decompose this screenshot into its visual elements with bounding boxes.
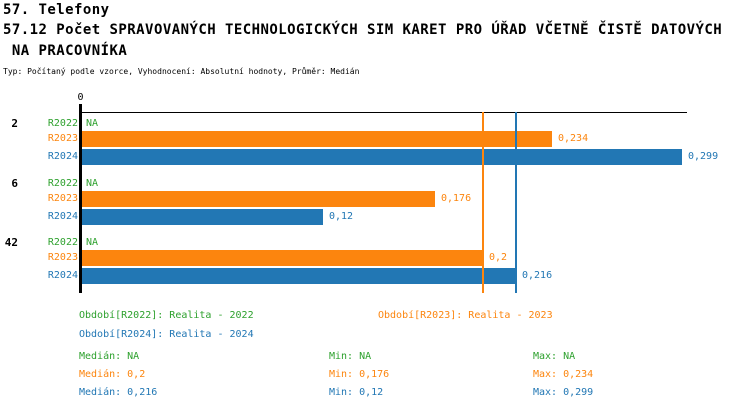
- bar-value-label: 0,12: [329, 210, 354, 222]
- y-axis-line: [79, 104, 82, 293]
- series-label: R2024: [47, 210, 78, 222]
- group-label: 6: [11, 176, 18, 190]
- stat-max-r2023: Max: 0,234: [533, 369, 594, 380]
- bar: [82, 208, 323, 225]
- stats-row-r2023: Medián: 0,2 Min: 0,176 Max: 0,234: [0, 369, 750, 383]
- bar-value-label: 0,176: [441, 192, 472, 204]
- bar-value-label: 0,299: [688, 151, 719, 162]
- bar: [82, 268, 516, 284]
- bar-value-label: NA: [86, 237, 99, 248]
- bar: [82, 190, 435, 207]
- series-label: R2022: [47, 237, 78, 248]
- series-label: R2024: [47, 270, 78, 281]
- stat-min-r2023: Min: 0,176: [329, 369, 390, 380]
- bar: [82, 250, 483, 266]
- series-label: R2022: [47, 177, 78, 189]
- bar-value-label: 0,234: [558, 133, 589, 144]
- series-label: R2022: [47, 118, 78, 129]
- indicator-title-continued: NA PRACOVNÍKA: [3, 43, 128, 59]
- stat-max-r2022: Max: NA: [533, 351, 576, 362]
- chart-subtitle: Typ: Počítaný podle vzorce, Vyhodnocení:…: [3, 67, 360, 76]
- median-line: [515, 112, 517, 293]
- legend-item-r2024: Období[R2024]: Realita - 2024: [79, 329, 254, 340]
- series-label: R2023: [47, 192, 78, 204]
- group-label: 2: [11, 117, 18, 130]
- bar-value-label: 0,216: [522, 270, 553, 281]
- stat-max-r2024: Max: 0,299: [533, 387, 594, 398]
- x-axis-line: [79, 112, 687, 113]
- bar: [82, 131, 552, 147]
- stats-row-r2024: Medián: 0,216 Min: 0,12 Max: 0,299: [0, 387, 750, 401]
- stat-median-r2022: Medián: NA: [79, 351, 140, 362]
- stat-min-r2022: Min: NA: [329, 351, 372, 362]
- stat-median-r2024: Medián: 0,216: [79, 387, 158, 398]
- indicator-title: 57.12 Počet SPRAVOVANÝCH TECHNOLOGICKÝCH…: [3, 22, 723, 38]
- x-axis-zero-label: 0: [77, 92, 84, 103]
- bar-value-label: NA: [86, 177, 99, 189]
- legend-item-r2022: Období[R2022]: Realita - 2022: [79, 310, 254, 321]
- series-label: R2023: [47, 252, 78, 263]
- legend-item-r2023: Období[R2023]: Realita - 2023: [378, 310, 553, 321]
- group-label: 42: [4, 236, 18, 249]
- bar: [82, 149, 682, 165]
- stat-min-r2024: Min: 0,12: [329, 387, 384, 398]
- chapter-title: 57. Telefony: [3, 2, 110, 18]
- stats-row-r2022: Medián: NA Min: NA Max: NA: [0, 351, 750, 365]
- median-line: [482, 112, 484, 293]
- bar-value-label: NA: [86, 118, 99, 129]
- bar-value-label: 0,2: [489, 252, 508, 263]
- series-label: R2023: [47, 133, 78, 144]
- stat-median-r2023: Medián: 0,2: [79, 369, 146, 380]
- series-label: R2024: [47, 151, 78, 162]
